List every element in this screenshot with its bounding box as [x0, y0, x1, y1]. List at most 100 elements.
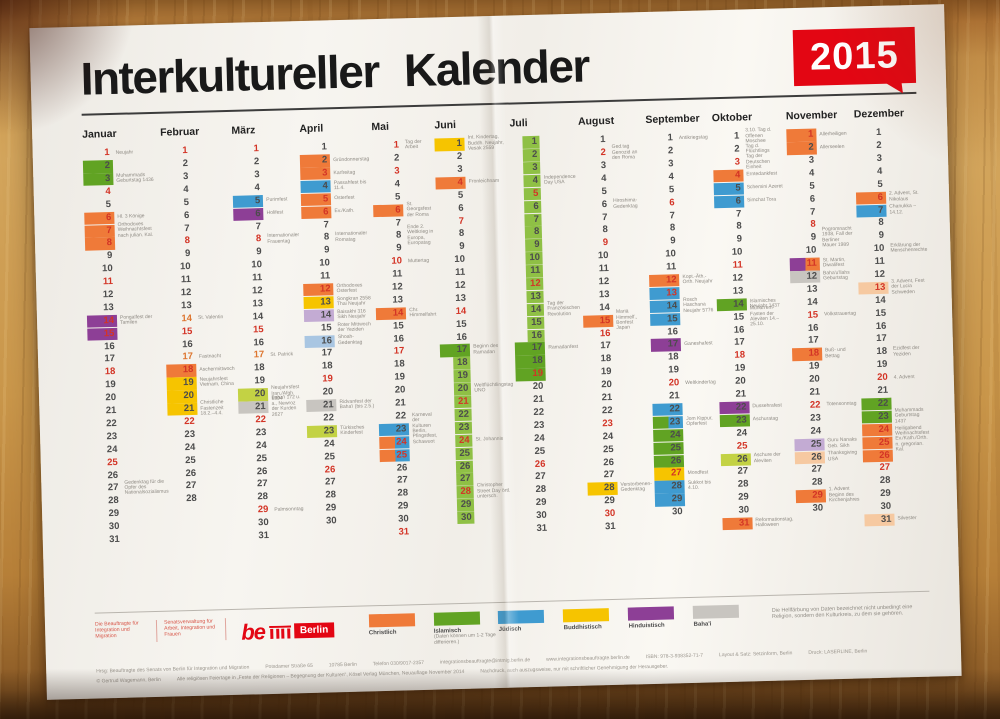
be-logo-text: be	[240, 618, 266, 645]
month-column-12: Dezember 1 2 3 4 5 6 2. Advent, St. Nikolaus 7 Ch…	[854, 104, 935, 527]
day-label: Muhammads Geburtstag 1437	[894, 406, 924, 425]
day-number: 27	[654, 467, 685, 481]
day-number: 14	[304, 309, 335, 323]
day-number: 19	[668, 364, 680, 376]
day-number: 22	[861, 397, 892, 411]
day-number: 23	[184, 428, 196, 440]
day-number: 1	[509, 135, 541, 150]
day-number: 15	[875, 307, 887, 319]
day-number: 30	[257, 517, 269, 529]
day-number: 12	[513, 277, 544, 291]
day-row: 23 Karneval der Kulturen Berlin, Pfingstf…	[379, 412, 439, 445]
day-number: 26	[324, 463, 336, 476]
day-number: 1	[733, 130, 740, 142]
day-number: 2	[734, 143, 740, 155]
day-label: Passahfest bis 11.4.	[333, 179, 367, 192]
day-label: Tag der Französischen Revolution	[547, 300, 580, 318]
day-label: Aschermittwoch	[199, 365, 235, 373]
day-number: 8	[323, 231, 330, 243]
be-berlin-logo: be Berlin	[241, 617, 335, 645]
day-number: 10	[251, 259, 263, 271]
day-label: Mondfest	[687, 469, 709, 476]
day-number: 15	[455, 318, 467, 330]
day-number: 19	[254, 375, 266, 387]
day-number: 26	[256, 465, 268, 477]
day-number: 26	[396, 461, 408, 474]
day-number: 25	[653, 441, 685, 455]
day-number: 11	[455, 266, 466, 279]
day-number: 4	[668, 171, 675, 183]
day-number: 3	[254, 169, 260, 181]
day-number: 13	[806, 283, 818, 295]
day-number: 23	[106, 430, 118, 443]
day-number: 1	[393, 139, 400, 151]
day-number: 21	[809, 386, 821, 398]
day-number: 20	[238, 388, 269, 402]
brandenburg-gate-icon	[268, 624, 291, 644]
day-number: 26	[862, 449, 893, 463]
day-number: 26	[654, 454, 685, 468]
day-number: 16	[103, 340, 115, 352]
day-label: Chanukka –14.12.	[889, 203, 917, 216]
day-number: 13	[392, 294, 404, 306]
day-label: Chr. Himmelfahrt	[409, 306, 437, 319]
day-number: 31	[258, 529, 270, 542]
day-number: 4	[510, 174, 542, 188]
day-row: 30	[309, 514, 378, 529]
day-number: 25	[107, 456, 118, 468]
day-row: 2 Ged.tag Genozid an den Roma	[579, 144, 644, 161]
day-number: 21	[441, 395, 472, 409]
day-number: 18	[104, 366, 116, 378]
day-number: 18	[876, 346, 888, 358]
day-number: 23	[653, 415, 684, 430]
day-number: 15	[733, 311, 745, 323]
day-number: 14	[874, 294, 886, 306]
day-number: 19	[166, 377, 197, 391]
day-number: 24	[602, 430, 614, 442]
day-number: 18	[393, 358, 405, 371]
day-number: 21	[394, 397, 406, 409]
day-number: 20	[735, 375, 746, 387]
day-number: 14	[252, 310, 264, 323]
day-number: 25	[442, 447, 474, 461]
day-label: Ganeshafest	[684, 340, 713, 348]
day-number: 5	[301, 193, 332, 207]
day-number: 15	[320, 321, 332, 334]
day-number: 5	[511, 187, 542, 201]
day-number: 1	[667, 132, 674, 144]
legend-label: Baha'i	[693, 620, 712, 628]
day-number: 7	[669, 209, 676, 221]
day-number: 13	[598, 288, 610, 301]
day-number: 25	[862, 436, 893, 450]
day-label: Neujahrsfest Vietnam, China	[199, 376, 234, 389]
day-number: 27	[811, 463, 823, 476]
day-number: 15	[392, 320, 404, 332]
day-number: 24	[861, 423, 893, 437]
day-number: 18	[734, 349, 746, 362]
month-column-5: Mai 1 Tag der Arbeit 2 3 4 5 6 St. Georgsfest de…	[371, 117, 442, 540]
legend-swatch	[628, 605, 675, 621]
day-label: Ende 2. Weltkrieg in Europa, Europatag	[407, 223, 434, 247]
day-number: 24	[106, 443, 118, 455]
day-label: Ezidfest der Yeziden	[892, 345, 920, 358]
day-number: 28	[811, 476, 823, 489]
month-column-3: März 1 2 3 4 5 Purimfest 6 Holifest 7 8 Internation…	[231, 120, 307, 543]
legend-item: Jüdisch	[498, 609, 563, 644]
day-number: 3	[394, 165, 400, 177]
day-number: 4	[254, 182, 261, 194]
day-number: 25	[736, 440, 748, 452]
day-label: Aschure der Aleviten	[753, 451, 781, 464]
month-column-7: Juli 1 2 3 4 Independence Day USA 5 6 7 8 9 10 11 12 1…	[509, 113, 586, 536]
calendar-grid: Januar 1 Neujahr 2 3 Muhammads Geburtstag 143…	[82, 104, 932, 547]
day-label: Ridvanfest der Baha'i (bis 2.5.)	[339, 398, 375, 411]
footer-item: Telefon 030/9017-2357	[372, 659, 425, 668]
day-number: 23	[602, 417, 614, 430]
day-label: Ev./Kath.	[334, 207, 355, 215]
day-number: 12	[391, 281, 403, 293]
day-label: Pogromnacht 1938, Fall der Berliner Maue…	[821, 225, 853, 249]
day-number: 2	[667, 145, 674, 157]
day-row: 21 Christliche Fastenzeit 18.2.–4.4.	[167, 399, 236, 417]
month-column-8: August 1 2 Ged.tag Genozid an den Roma 3 4 5 6 H…	[578, 111, 653, 534]
day-number: 15	[87, 327, 118, 341]
day-label: Roter Mittwoch der Yeziden	[337, 320, 371, 334]
